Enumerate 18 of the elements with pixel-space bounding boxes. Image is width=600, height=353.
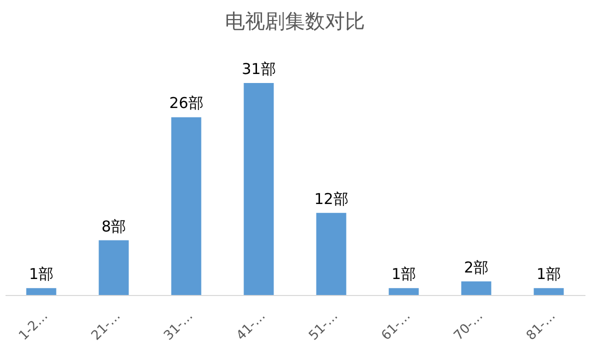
x-tick-label: 41-…: [234, 308, 269, 344]
data-label: 2部: [464, 258, 489, 276]
bar: [461, 281, 492, 295]
data-label: 1部: [28, 265, 54, 284]
data-label: 31部: [242, 60, 276, 78]
data-label: 1部: [536, 265, 562, 284]
bar: [388, 288, 419, 295]
data-label: 8部: [101, 217, 126, 236]
bar: [171, 117, 202, 295]
data-label: 1部: [391, 265, 416, 284]
bar: [534, 288, 564, 295]
data-label: 26部: [169, 94, 204, 112]
data-label: 12部: [314, 190, 348, 208]
bar: [98, 240, 129, 295]
bar: [316, 212, 346, 295]
chart-title: 电视剧集数对比: [225, 9, 365, 33]
bar: [26, 288, 56, 295]
bar: [244, 83, 274, 295]
